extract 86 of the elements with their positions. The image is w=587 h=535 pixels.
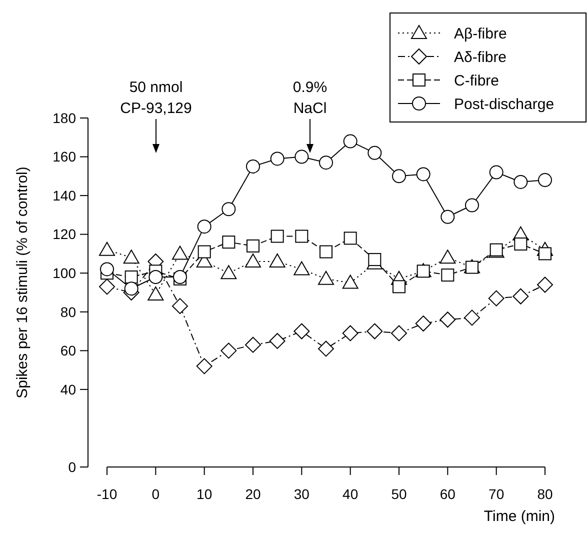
- point: [537, 276, 553, 293]
- point: [416, 167, 430, 182]
- point: [220, 265, 237, 280]
- point: [344, 232, 357, 245]
- point: [148, 286, 164, 300]
- y-tick-label: 80: [60, 304, 76, 320]
- point: [538, 173, 552, 188]
- point: [173, 270, 187, 284]
- x-tick-label: 50: [391, 486, 407, 502]
- point: [198, 245, 211, 258]
- x-tick-label: 30: [294, 486, 310, 502]
- point: [294, 150, 309, 164]
- point: [489, 165, 504, 180]
- x-tick-label: -10: [96, 486, 118, 502]
- point: [270, 152, 284, 166]
- text: 50 nmol CP-93,129: [120, 79, 192, 117]
- point: [319, 156, 333, 170]
- point: [246, 239, 260, 252]
- point: [343, 134, 358, 148]
- text: 0.9% NaCl: [292, 79, 328, 117]
- point: [269, 332, 286, 349]
- point: [220, 342, 237, 359]
- legend-label: Post-discharge: [454, 96, 554, 113]
- point: [441, 268, 454, 282]
- x-tick-label: 20: [245, 486, 261, 502]
- point: [245, 253, 261, 268]
- point: [391, 325, 407, 342]
- point: [318, 270, 334, 285]
- point: [392, 169, 406, 184]
- y-tick-label: 60: [60, 342, 76, 359]
- point: [392, 280, 406, 294]
- point: [99, 242, 115, 256]
- point: [464, 310, 480, 326]
- point: [368, 146, 382, 160]
- point: [245, 336, 261, 353]
- point: [320, 245, 332, 258]
- point: [196, 358, 212, 374]
- point: [222, 236, 236, 249]
- point: [100, 262, 114, 276]
- point: [294, 323, 310, 340]
- point: [99, 278, 115, 295]
- y-tick-label: 180: [52, 110, 76, 126]
- point: [246, 159, 260, 174]
- point: [514, 174, 528, 189]
- point: [172, 298, 188, 314]
- y-tick-label: 120: [52, 226, 76, 242]
- point: [440, 250, 456, 264]
- point: [514, 238, 528, 251]
- x-tick-label: 70: [488, 486, 504, 502]
- x-tick-label: 10: [196, 486, 212, 502]
- y-tick-label: 100: [52, 265, 76, 282]
- point: [222, 202, 236, 216]
- point: [294, 261, 310, 276]
- point: [172, 246, 188, 260]
- point: [440, 312, 456, 328]
- legend-label: Aβ-fibre: [454, 25, 507, 42]
- point: [342, 325, 358, 342]
- point: [440, 210, 455, 224]
- legend-label: C-fibre: [454, 72, 500, 90]
- y-tick-label: 140: [52, 187, 76, 204]
- point: [197, 220, 212, 234]
- point: [366, 323, 383, 340]
- point: [270, 230, 284, 243]
- point: [512, 288, 529, 304]
- y-tick-label: 0: [68, 458, 76, 475]
- point: [368, 253, 382, 266]
- point: [124, 282, 138, 296]
- x-tick-label: 40: [342, 486, 358, 502]
- y-axis-title: Spikes per 16 stimuli (% of control): [14, 166, 31, 398]
- y-tick-label: 160: [52, 148, 76, 165]
- point: [148, 270, 163, 284]
- x-axis-title: Time (min): [484, 508, 555, 525]
- point: [465, 198, 479, 212]
- x-tick-label: 60: [440, 486, 456, 502]
- point: [342, 274, 358, 289]
- y-tick-label: 40: [60, 381, 76, 398]
- x-tick-label: 80: [537, 486, 553, 502]
- legend-label: Aδ-fibre: [454, 48, 507, 66]
- point: [269, 253, 286, 268]
- x-tick-label: 0: [152, 486, 160, 502]
- point: [295, 230, 308, 243]
- point: [488, 290, 504, 306]
- point: [318, 340, 334, 357]
- point: [415, 316, 432, 332]
- point: [123, 250, 140, 264]
- point: [124, 270, 138, 284]
